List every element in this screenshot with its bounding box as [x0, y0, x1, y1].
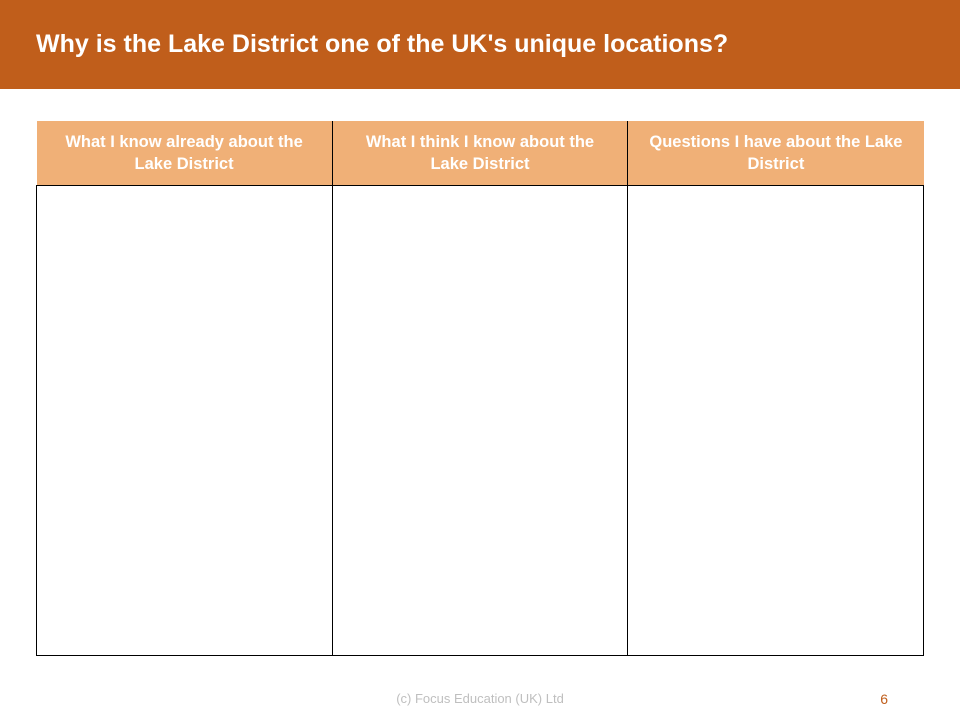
table-row — [37, 186, 924, 656]
cell-think — [332, 186, 628, 656]
kwl-table: What I know already about the Lake Distr… — [36, 121, 924, 657]
footer: (c) Focus Education (UK) Ltd 6 — [0, 691, 960, 706]
cell-know — [37, 186, 333, 656]
content-area: What I know already about the Lake Distr… — [0, 89, 960, 657]
col-header-questions: Questions I have about the Lake District — [628, 121, 924, 186]
cell-questions — [628, 186, 924, 656]
col-header-know: What I know already about the Lake Distr… — [37, 121, 333, 186]
table-header-row: What I know already about the Lake Distr… — [37, 121, 924, 186]
col-header-think: What I think I know about the Lake Distr… — [332, 121, 628, 186]
copyright-text: (c) Focus Education (UK) Ltd — [396, 691, 564, 706]
slide-title: Why is the Lake District one of the UK's… — [36, 30, 728, 58]
slide-title-bar: Why is the Lake District one of the UK's… — [0, 0, 960, 89]
page-number: 6 — [880, 691, 888, 707]
